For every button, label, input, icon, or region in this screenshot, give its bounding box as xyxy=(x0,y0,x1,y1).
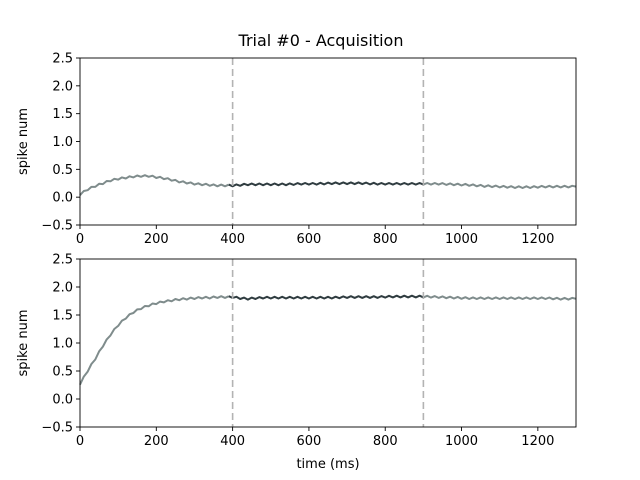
x-tick-label: 200 xyxy=(144,434,169,449)
bottom-axes: 0 200 400 600 800 1000 1200 −0.5 0.0 0.5 1.0 1.5 2.0… xyxy=(16,253,577,472)
y-tick-label: 2.0 xyxy=(52,79,73,94)
y-tick-label: 2.0 xyxy=(52,281,73,296)
x-tick-label: 1200 xyxy=(521,434,554,449)
axes-frame xyxy=(79,258,577,428)
y-tick-label: 2.5 xyxy=(52,253,73,268)
x-tick-label: 400 xyxy=(220,434,245,449)
y-tick-label: −0.5 xyxy=(41,219,73,234)
trace-pre-0 xyxy=(79,295,230,386)
x-tick-label: 1000 xyxy=(445,232,478,247)
trace-window-0 xyxy=(228,294,424,301)
trace-pre-0 xyxy=(79,174,230,196)
x-tick-label: 0 xyxy=(76,232,84,247)
y-tick-label: 2.5 xyxy=(52,52,73,67)
y-axis-label: spike num xyxy=(16,108,31,175)
x-tick-label: 800 xyxy=(373,434,398,449)
x-tick-label: 600 xyxy=(297,232,322,247)
x-tick-label: 1000 xyxy=(445,434,478,449)
y-tick-label: 0.5 xyxy=(52,365,73,380)
y-tick-label: 1.5 xyxy=(52,309,73,324)
x-tick-label: 1200 xyxy=(521,232,554,247)
trace-post-0 xyxy=(423,182,577,189)
x-tick-label: 0 xyxy=(76,434,84,449)
trace-window-0 xyxy=(228,181,424,188)
y-tick-label: 0.5 xyxy=(52,163,73,178)
x-axis-label: time (ms) xyxy=(296,457,359,472)
top-axes: 0 200 400 600 800 1000 1200 −0.5 0.0 0.5 1.0 1.5 2.0… xyxy=(16,52,577,247)
axes-frame xyxy=(79,57,577,226)
x-tick-label: 400 xyxy=(220,232,245,247)
y-tick-label: 1.0 xyxy=(52,337,73,352)
y-axis-label: spike num xyxy=(16,310,31,377)
y-tick-label: 0.0 xyxy=(52,191,73,206)
trace-post-0 xyxy=(423,294,577,301)
y-tick-label: 0.0 xyxy=(52,393,73,408)
y-tick-label: 1.0 xyxy=(52,135,73,150)
x-tick-label: 600 xyxy=(297,434,322,449)
x-tick-label: 200 xyxy=(144,232,169,247)
y-tick-label: −0.5 xyxy=(41,421,73,436)
y-tick-label: 1.5 xyxy=(52,107,73,122)
chart-title: Trial #0 - Acquisition xyxy=(238,31,404,50)
x-tick-label: 800 xyxy=(373,232,398,247)
